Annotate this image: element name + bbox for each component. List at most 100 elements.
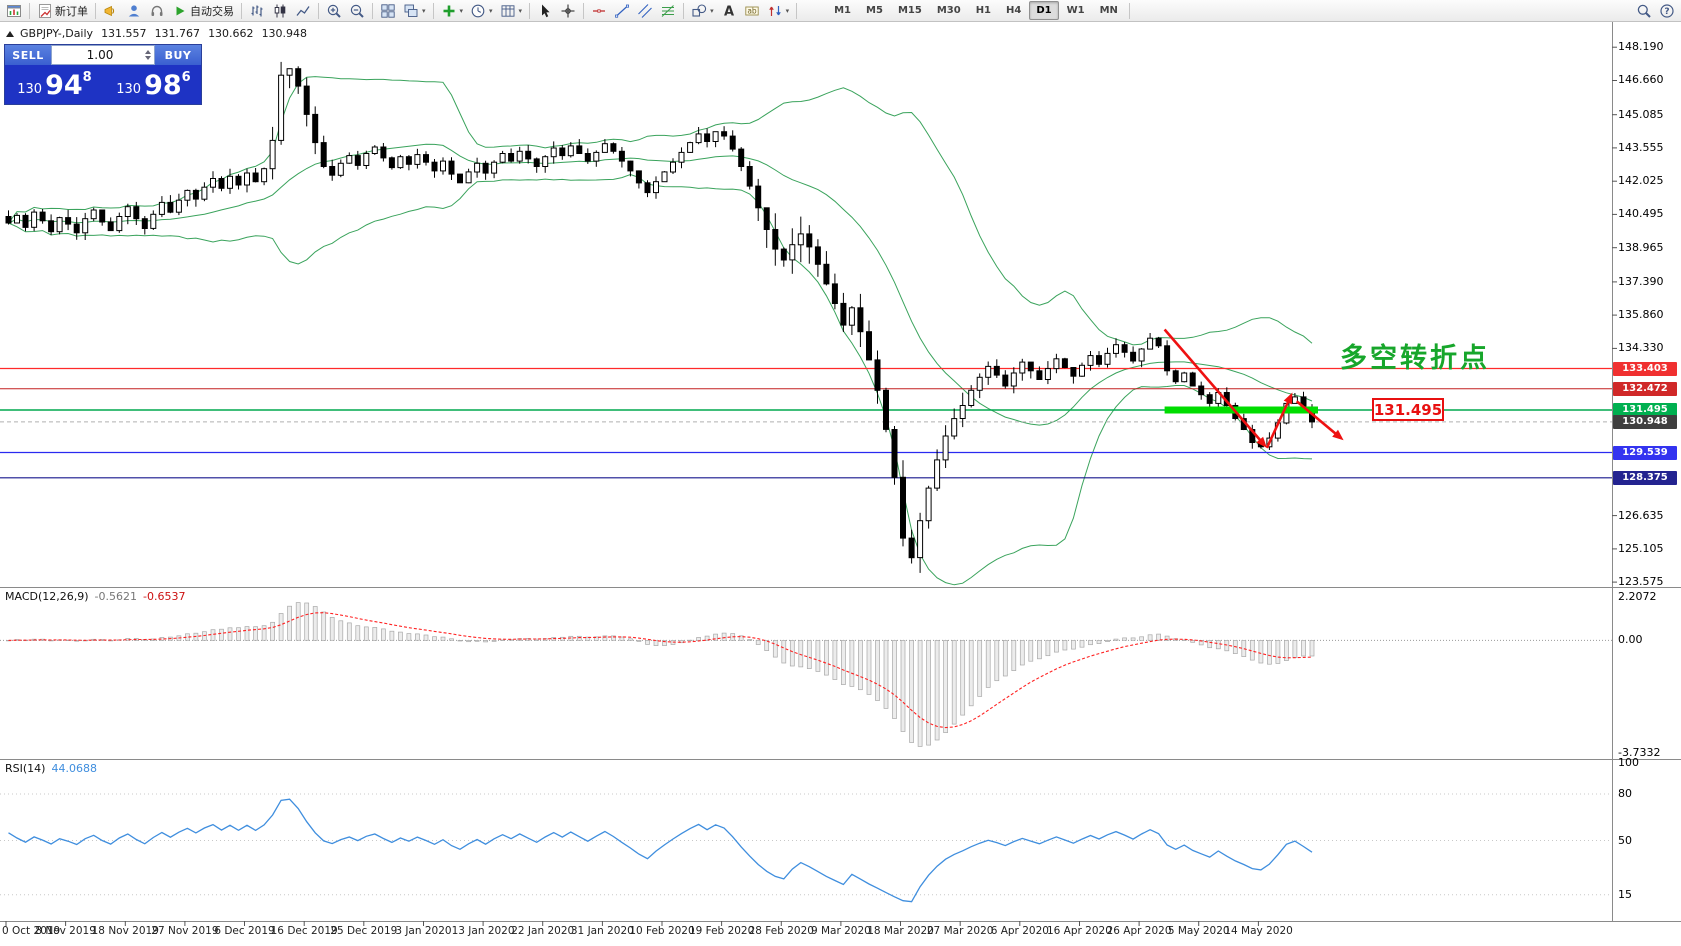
toolbar-separator bbox=[583, 2, 585, 19]
help-button[interactable]: ? bbox=[1656, 1, 1678, 21]
horizontal-line-icon bbox=[591, 3, 607, 19]
toolbar-separator bbox=[29, 2, 30, 19]
timeframe-button-M30[interactable]: M30 bbox=[936, 5, 961, 16]
templates-button[interactable]: ▾ bbox=[497, 1, 526, 21]
help-icon: ? bbox=[1659, 3, 1675, 19]
volume-spinner[interactable] bbox=[145, 50, 151, 60]
candlestick-chart-button[interactable] bbox=[269, 1, 291, 21]
dropdown-caret-icon[interactable]: ▾ bbox=[710, 6, 714, 15]
timeframe-button-MN[interactable]: MN bbox=[1099, 5, 1118, 16]
toolbar-separator bbox=[683, 2, 685, 19]
timeframe-button-D1[interactable]: D1 bbox=[1029, 1, 1059, 20]
crosshair-button[interactable] bbox=[557, 1, 579, 21]
autotrade-button[interactable]: 自动交易 bbox=[169, 1, 237, 21]
macd-histogram bbox=[6, 602, 1315, 747]
arrow-tools-button[interactable]: ▾ bbox=[764, 1, 793, 21]
macd-signal-line bbox=[8, 612, 1313, 729]
timeframe-button-H4[interactable]: H4 bbox=[1006, 5, 1022, 16]
templates-icon bbox=[500, 3, 516, 19]
rsi-header: RSI(14) 44.0688 bbox=[5, 762, 97, 775]
high-value: 131.767 bbox=[154, 27, 201, 40]
tile-windows-button[interactable] bbox=[377, 1, 399, 21]
support-price-label[interactable]: 131.495 bbox=[1372, 398, 1444, 421]
dropdown-caret-icon[interactable]: ▾ bbox=[489, 6, 493, 15]
shapes-button[interactable]: ▾ bbox=[688, 1, 717, 21]
fibonacci-icon bbox=[660, 3, 676, 19]
candlestick-chart-icon bbox=[272, 3, 288, 19]
bar-chart-button[interactable] bbox=[246, 1, 268, 21]
community-button[interactable] bbox=[123, 1, 145, 21]
spinner-down-icon[interactable] bbox=[145, 56, 151, 60]
candlesticks[interactable] bbox=[5, 61, 1315, 573]
text-icon: A bbox=[721, 3, 737, 19]
volume-input[interactable]: 1.00 bbox=[51, 45, 155, 65]
equidistant-channel-icon bbox=[637, 3, 653, 19]
new-order-button[interactable]: 新订单 bbox=[34, 1, 91, 21]
symbol-label: GBPJPY-,Daily bbox=[20, 27, 94, 40]
support-button[interactable] bbox=[146, 1, 168, 21]
bar-chart-icon bbox=[249, 3, 265, 19]
toolbar-separator bbox=[95, 2, 96, 19]
timeframe-button-M5[interactable]: M5 bbox=[866, 5, 883, 16]
horizontal-line-button[interactable] bbox=[588, 1, 610, 21]
periods-button[interactable]: ▾ bbox=[467, 1, 496, 21]
toolbar-separator bbox=[318, 2, 319, 19]
search-button[interactable] bbox=[1633, 1, 1655, 21]
chart-window-button[interactable] bbox=[3, 1, 25, 21]
toolbar-separator bbox=[1128, 2, 1130, 19]
new-order-label: 新订单 bbox=[55, 4, 88, 18]
toolbar-separator bbox=[372, 2, 373, 19]
dropdown-caret-icon[interactable]: ▾ bbox=[459, 6, 464, 15]
dropdown-caret-icon[interactable]: ▾ bbox=[785, 6, 790, 15]
horizontal-level-lines[interactable] bbox=[0, 367, 1612, 479]
dropdown-caret-icon[interactable]: ▾ bbox=[422, 6, 426, 15]
equidistant-channel-button[interactable] bbox=[634, 1, 656, 21]
macd-header: MACD(12,26,9) -0.5621 -0.6537 bbox=[5, 590, 186, 603]
panel-separators bbox=[0, 22, 1681, 922]
dropdown-caret-icon[interactable]: ▾ bbox=[518, 6, 523, 15]
buy-price-display[interactable]: 130 98 6 bbox=[104, 66, 201, 104]
zoom-out-button[interactable] bbox=[346, 1, 368, 21]
trend-arrows[interactable] bbox=[1163, 328, 1344, 449]
buy-button[interactable]: BUY bbox=[155, 45, 201, 65]
alerts-icon bbox=[103, 3, 119, 19]
arrow-tools-icon bbox=[767, 3, 783, 19]
timeframe-button-M1[interactable]: M1 bbox=[834, 5, 852, 16]
sell-price-display[interactable]: 130 94 8 bbox=[5, 66, 102, 104]
timeframe-button-W1[interactable]: W1 bbox=[1066, 5, 1085, 16]
text-label-button[interactable]: ab bbox=[741, 1, 763, 21]
cascade-windows-icon bbox=[403, 3, 419, 19]
autotrade-label: 自动交易 bbox=[190, 4, 234, 18]
support-icon bbox=[149, 3, 165, 19]
alerts-button[interactable] bbox=[100, 1, 122, 21]
one-click-trading-panel: SELL 1.00 BUY 130 94 8 130 98 6 bbox=[4, 44, 202, 105]
volume-value: 1.00 bbox=[86, 48, 114, 62]
cursor-button[interactable] bbox=[534, 1, 556, 21]
timeframe-group: M1 M5 M15 M30 H1 H4 D1 W1 MN bbox=[827, 1, 1125, 20]
tile-windows-icon bbox=[380, 3, 396, 19]
cursor-icon bbox=[537, 3, 553, 19]
turning-point-annotation[interactable]: 多空转折点 bbox=[1340, 343, 1490, 374]
chart-window-icon bbox=[6, 3, 22, 19]
zoom-out-icon bbox=[349, 3, 365, 19]
community-icon bbox=[126, 3, 142, 19]
open-value: 131.557 bbox=[101, 27, 147, 40]
timeframe-button-M15[interactable]: M15 bbox=[897, 5, 922, 16]
crosshair-icon bbox=[560, 3, 576, 19]
chart-ohlc-header: GBPJPY-,Daily 131.557 131.767 130.662 13… bbox=[6, 27, 307, 40]
timeframe-button-H1[interactable]: H1 bbox=[975, 5, 992, 16]
indicators-button[interactable]: ▾ bbox=[438, 1, 467, 21]
text-button[interactable]: A bbox=[718, 1, 740, 21]
periods-icon bbox=[470, 3, 486, 19]
sell-button[interactable]: SELL bbox=[5, 45, 51, 65]
spinner-up-icon[interactable] bbox=[145, 50, 151, 54]
fibonacci-button[interactable] bbox=[657, 1, 679, 21]
cascade-windows-button[interactable]: ▾ bbox=[400, 1, 429, 21]
trend-line-button[interactable] bbox=[611, 1, 633, 21]
zoom-in-button[interactable] bbox=[323, 1, 345, 21]
chart-marker-icon bbox=[6, 30, 14, 37]
rsi-line bbox=[8, 798, 1313, 903]
line-chart-button[interactable] bbox=[292, 1, 314, 21]
